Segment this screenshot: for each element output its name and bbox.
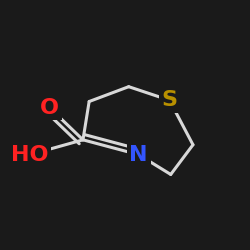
Text: S: S (162, 90, 178, 110)
Text: O: O (40, 98, 59, 118)
Text: HO: HO (11, 145, 49, 165)
Text: N: N (129, 145, 148, 165)
